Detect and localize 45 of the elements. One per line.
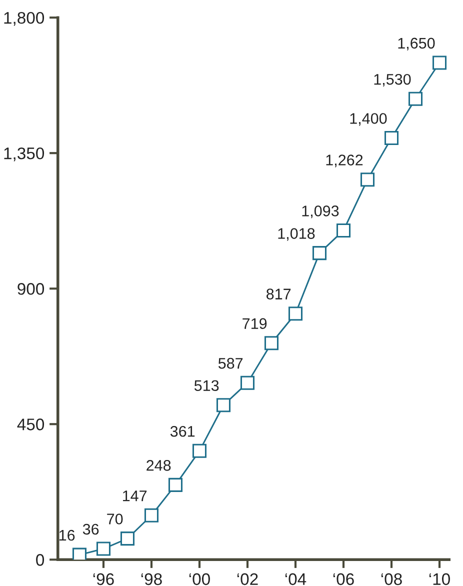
point [336, 223, 351, 238]
point [72, 548, 86, 560]
data-label: 36 [82, 524, 99, 535]
y-tick-label: 0 [36, 554, 44, 566]
point [240, 376, 255, 390]
point [408, 92, 423, 106]
data-label: 1,530 [374, 74, 411, 87]
data-label: 817 [266, 288, 291, 300]
x-tick-label: ‘96 [93, 573, 114, 586]
point [168, 478, 182, 492]
y-tick-label: 450 [17, 418, 44, 430]
x-tick-label: ‘10 [429, 573, 450, 586]
data-label: 1,018 [278, 228, 315, 241]
point [312, 246, 327, 260]
point [360, 172, 375, 187]
x-tick-label: ‘08 [381, 573, 402, 586]
y-tick-label: 1,800 [4, 12, 44, 26]
x-tick-label: ‘98 [141, 573, 162, 586]
x-tick-label: ‘02 [237, 573, 258, 586]
point [384, 131, 399, 146]
data-label: 1,400 [350, 113, 387, 126]
point [288, 306, 303, 321]
data-label: 1,093 [302, 206, 339, 218]
data-label: 1,262 [326, 154, 363, 168]
data-label: 70 [107, 514, 123, 524]
data-label: 587 [218, 358, 243, 369]
y-tick-label: 1,350 [4, 147, 44, 162]
data-label: 513 [194, 380, 219, 392]
point [120, 532, 134, 546]
x-tick-label: ‘04 [285, 573, 306, 586]
data-label: 248 [146, 460, 171, 471]
point [216, 398, 231, 412]
y-tick-label: 900 [18, 283, 44, 295]
data-label: 1,650 [398, 38, 435, 50]
data-label: 147 [122, 490, 147, 502]
point [192, 444, 207, 458]
point [144, 508, 158, 522]
data-label: 16 [59, 530, 75, 541]
point [96, 542, 110, 556]
data-label: 361 [170, 426, 195, 437]
point [432, 56, 447, 70]
data-label: 719 [242, 318, 267, 329]
x-tick-label: ‘00 [189, 573, 210, 586]
point [264, 336, 279, 350]
x-tick-label: ‘06 [333, 573, 354, 586]
